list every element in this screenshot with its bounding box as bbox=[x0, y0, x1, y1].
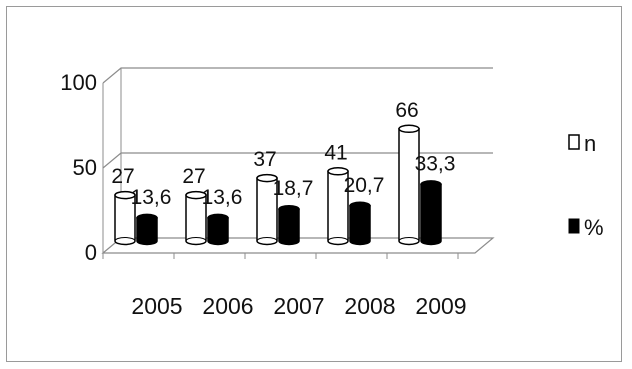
cylinder-body bbox=[207, 217, 229, 246]
legend-label-percent: % bbox=[584, 215, 604, 240]
bar-percent-2005 bbox=[136, 213, 158, 246]
data-label-n-2009: 66 bbox=[395, 99, 418, 122]
cylinder-top bbox=[278, 204, 300, 214]
cylinder-top bbox=[136, 213, 158, 223]
data-label-n-2007: 37 bbox=[253, 148, 276, 171]
cylinder-body bbox=[185, 194, 207, 246]
cylinder-body bbox=[256, 177, 278, 246]
cylinder-base-rim bbox=[114, 237, 136, 242]
bar-n-2007 bbox=[256, 173, 278, 246]
cylinder-body bbox=[349, 205, 371, 246]
cylinder-top bbox=[327, 167, 349, 176]
bar-percent-2009 bbox=[420, 180, 442, 246]
data-label-percent-2008: 20,7 bbox=[344, 174, 385, 197]
legend-swatch-n bbox=[568, 134, 580, 150]
bar-percent-2006 bbox=[207, 213, 229, 246]
legend: n % bbox=[568, 131, 604, 240]
legend-label-n: n bbox=[584, 131, 596, 156]
bar-percent-2007 bbox=[278, 204, 300, 246]
gridline-2 bbox=[102, 67, 493, 84]
cylinder-base-rim bbox=[256, 237, 278, 242]
cylinder-top bbox=[256, 173, 278, 183]
data-label-n-2008: 41 bbox=[324, 141, 347, 164]
x-axis-categories: 2005 2006 2007 2008 2009 bbox=[131, 293, 466, 319]
y-tick-50: 50 bbox=[73, 155, 97, 180]
bar-n-2009 bbox=[398, 124, 420, 246]
cylinder-base-rim bbox=[327, 237, 349, 242]
data-label-percent-2006: 13,6 bbox=[202, 186, 243, 209]
y-tick-100: 100 bbox=[60, 70, 97, 95]
gridline-1 bbox=[102, 152, 493, 169]
cylinder-top bbox=[398, 124, 420, 134]
legend-swatch-percent bbox=[568, 218, 580, 234]
data-label-percent-2009: 33,3 bbox=[415, 152, 456, 175]
cylinder-body bbox=[114, 194, 136, 246]
cylinder-base-rim bbox=[398, 237, 420, 242]
cylinder-top bbox=[207, 213, 229, 223]
category-label-2008: 2008 bbox=[344, 293, 395, 319]
cylinder-body bbox=[327, 170, 349, 246]
cylinder-top bbox=[420, 180, 442, 189]
data-label-percent-2005: 13,6 bbox=[131, 186, 172, 209]
data-label-n-2005: 27 bbox=[111, 165, 134, 188]
y-axis: 0 50 100 bbox=[60, 70, 97, 265]
cylinder-body bbox=[398, 128, 420, 246]
bar-n-2005 bbox=[114, 190, 136, 246]
data-label-percent-2007: 18,7 bbox=[273, 177, 314, 200]
chart-frame bbox=[6, 6, 622, 362]
category-label-2007: 2007 bbox=[273, 293, 324, 319]
cylinder-top bbox=[349, 201, 371, 211]
data-label-n-2006: 27 bbox=[182, 165, 205, 188]
category-label-2005: 2005 bbox=[131, 293, 182, 319]
cylinder-base-rim bbox=[185, 237, 207, 242]
category-label-2009: 2009 bbox=[415, 293, 466, 319]
bar-n-2008 bbox=[327, 167, 349, 246]
bar-percent-2008 bbox=[349, 201, 371, 246]
bar-n-2006 bbox=[185, 190, 207, 246]
cylinder-body bbox=[278, 208, 300, 246]
cylinder-body bbox=[136, 217, 158, 246]
cylinder-top bbox=[114, 190, 136, 200]
category-label-2006: 2006 bbox=[202, 293, 253, 319]
cylinder-body bbox=[420, 183, 442, 246]
y-tick-0: 0 bbox=[85, 240, 97, 265]
cylinder-top bbox=[185, 190, 207, 200]
